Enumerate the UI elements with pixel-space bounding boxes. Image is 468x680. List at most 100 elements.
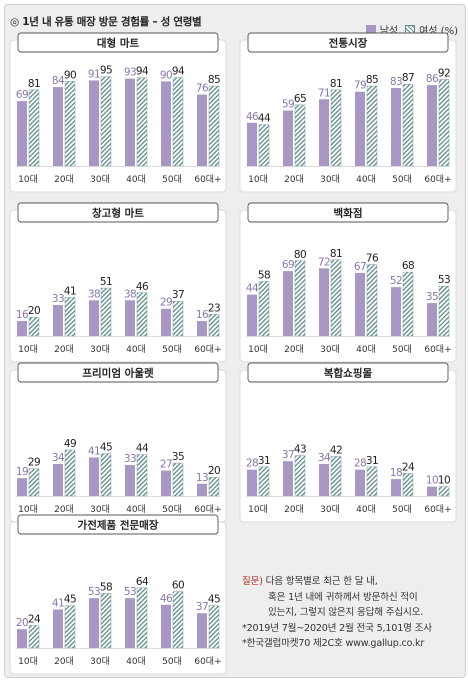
panel-title-box [247, 202, 449, 223]
panel-title: 창고형 마트 [92, 207, 144, 220]
category-label: 10대 [248, 344, 268, 355]
bar-male [89, 598, 99, 648]
data-label-female: 24 [402, 461, 415, 473]
panel-title: 가전제품 전문매장 [78, 519, 159, 532]
data-label-male: 33 [52, 293, 64, 305]
bar-female [402, 84, 414, 167]
bar-female [208, 605, 220, 649]
category-label: 50대 [392, 344, 412, 355]
bar-male [355, 91, 365, 166]
bar-male [247, 294, 257, 336]
data-label-female: 20 [208, 465, 220, 477]
bar-female [172, 301, 184, 337]
category-label: 20대 [54, 174, 74, 185]
data-label-male: 16 [16, 309, 29, 321]
category-label: 40대 [126, 344, 146, 355]
category-label: 10대 [18, 344, 38, 355]
bar-female [330, 259, 342, 337]
data-label-female: 10 [438, 475, 450, 487]
panel-title: 복합쇼핑몰 [324, 367, 373, 380]
page-title: ◎ 1년 내 유통 매장 방문 경험률 – 성 연령별 [10, 16, 202, 28]
bar-female [136, 587, 148, 649]
category-label: 20대 [54, 504, 74, 515]
data-label-female: 44 [136, 443, 149, 455]
data-label-male: 41 [52, 597, 64, 609]
data-label-female: 76 [366, 253, 379, 265]
data-label-female: 44 [258, 113, 271, 125]
category-label: 10대 [18, 504, 38, 515]
panel-title: 대형 마트 [97, 37, 140, 50]
data-label-male: 29 [160, 297, 172, 309]
panel-title-box [247, 362, 449, 383]
data-label-male: 16 [196, 309, 209, 321]
bar-male [319, 268, 329, 336]
data-label-female: 35 [172, 451, 184, 463]
bar-female [136, 77, 148, 167]
bar-female [64, 297, 76, 337]
bar-female [172, 462, 184, 497]
bar-female [64, 449, 76, 497]
bar-male [53, 464, 63, 496]
data-label-male: 84 [52, 75, 65, 87]
data-label-female: 31 [258, 455, 270, 467]
bar-male [161, 308, 171, 336]
bar-male [17, 101, 27, 166]
data-label-male: 90 [160, 69, 172, 81]
bar-male [283, 271, 293, 336]
data-label-male: 53 [88, 586, 100, 598]
data-label-female: 45 [208, 594, 220, 606]
bar-female [28, 625, 40, 649]
data-label-female: 81 [330, 78, 342, 90]
bar-female [330, 456, 342, 497]
category-label: 60대+ [194, 656, 221, 667]
bar-female [100, 593, 112, 649]
data-label-male: 76 [196, 83, 209, 95]
category-label: 50대 [162, 174, 182, 185]
bar-male [17, 320, 27, 336]
category-label: 60대+ [424, 504, 451, 515]
category-label: 50대 [162, 656, 182, 667]
data-label-female: 87 [402, 72, 414, 84]
category-label: 50대 [392, 504, 412, 515]
bar-male [125, 300, 135, 336]
data-label-male: 46 [246, 111, 259, 123]
bar-male [125, 464, 135, 496]
category-label: 40대 [126, 504, 146, 515]
panel-bg [239, 209, 457, 363]
panel-bg [239, 39, 457, 193]
data-label-male: 72 [318, 256, 330, 268]
data-label-female: 81 [330, 248, 342, 260]
category-label: 50대 [162, 344, 182, 355]
category-label: 30대 [320, 344, 340, 355]
data-label-male: 69 [16, 89, 28, 101]
panel-bg [239, 369, 457, 523]
panel-title: 프리미엄 아울렛 [82, 367, 154, 380]
category-label: 50대 [162, 504, 182, 515]
category-label: 40대 [356, 174, 376, 185]
data-label-female: 94 [136, 66, 149, 78]
bar-male [197, 320, 207, 336]
bar-female [258, 124, 270, 167]
bar-female [28, 317, 40, 337]
bar-female [100, 287, 112, 337]
bar-female [366, 85, 378, 167]
category-label: 30대 [90, 504, 110, 515]
data-label-male: 52 [390, 275, 402, 287]
category-label: 30대 [320, 504, 340, 515]
category-label: 30대 [90, 344, 110, 355]
category-label: 50대 [392, 174, 412, 185]
bar-female [294, 104, 306, 167]
bar-female [258, 466, 270, 497]
survey-info: *2019년 7월~2020년 2월 전국 5,101명 조사 [242, 622, 432, 634]
category-label: 10대 [248, 504, 268, 515]
data-label-female: 64 [136, 576, 149, 588]
data-label-male: 38 [124, 288, 136, 300]
category-label: 20대 [54, 344, 74, 355]
data-label-female: 94 [172, 66, 185, 78]
data-label-male: 86 [426, 73, 439, 85]
legend-male-label: 남성 [379, 26, 399, 37]
bar-female [366, 466, 378, 497]
